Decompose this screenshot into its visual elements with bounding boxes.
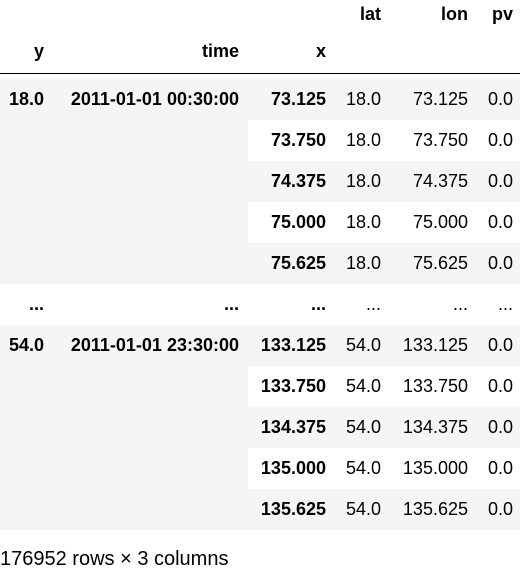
lon-cell: 133.750	[402, 376, 468, 396]
pv-cell: 0.0	[487, 499, 513, 519]
table-row: 135.625 54.0 135.625 0.0	[0, 489, 520, 530]
pv-cell: 0.0	[487, 458, 513, 478]
index-x-cell: 75.625	[270, 253, 326, 273]
lon-cell: 133.125	[402, 335, 468, 355]
table-row: 135.000 54.0 135.000 0.0	[0, 448, 520, 489]
table-row: 74.375 18.0 74.375 0.0	[0, 161, 520, 202]
ellipsis-cell: ...	[452, 294, 468, 314]
lon-cell: 73.750	[412, 130, 468, 150]
lat-cell: 54.0	[345, 335, 381, 355]
lon-cell: 134.375	[402, 417, 468, 437]
lat-cell: 18.0	[345, 253, 381, 273]
table-row: 75.625 18.0 75.625 0.0	[0, 243, 520, 284]
index-time-cell: 2011-01-01 00:30:00	[70, 89, 239, 109]
pv-cell: 0.0	[487, 376, 513, 396]
lat-cell: 54.0	[345, 417, 381, 437]
pv-cell: 0.0	[487, 335, 513, 355]
index-header-x: x	[315, 40, 326, 61]
table-row: 18.0 2011-01-01 00:30:00 73.125 18.0 73.…	[0, 79, 520, 120]
ellipsis-row: ... ... ... ... ... ...	[0, 284, 520, 325]
lon-cell: 75.000	[412, 212, 468, 232]
table-row: 73.750 18.0 73.750 0.0	[0, 120, 520, 161]
pv-cell: 0.0	[487, 171, 513, 191]
table-row: 133.750 54.0 133.750 0.0	[0, 366, 520, 407]
column-header-row: lat lon pv	[0, 0, 520, 28]
lat-cell: 54.0	[345, 499, 381, 519]
lon-cell: 73.125	[412, 89, 468, 109]
pv-cell: 0.0	[487, 253, 513, 273]
index-x-cell: 134.375	[260, 417, 326, 437]
index-x-cell: 135.625	[260, 499, 326, 519]
table-row: 134.375 54.0 134.375 0.0	[0, 407, 520, 448]
dataframe-table: lat lon pv y time x 18.0 2011-01-01 00:3…	[0, 0, 520, 530]
pv-cell: 0.0	[487, 130, 513, 150]
index-x-cell: 75.000	[270, 212, 326, 232]
index-x-cell: 73.125	[270, 89, 326, 109]
dataframe-shape-caption: 176952 rows × 3 columns	[0, 548, 229, 570]
index-x-cell: 73.750	[270, 130, 326, 150]
pv-cell: 0.0	[487, 89, 513, 109]
lat-cell: 18.0	[345, 130, 381, 150]
ellipsis-cell: ...	[223, 294, 239, 314]
pv-cell: 0.0	[487, 417, 513, 437]
table-row: 75.000 18.0 75.000 0.0	[0, 202, 520, 243]
index-header-y: y	[33, 40, 44, 61]
index-x-cell: 133.750	[260, 376, 326, 396]
index-x-cell: 74.375	[270, 171, 326, 191]
index-y-cell: 54.0	[8, 335, 44, 355]
ellipsis-cell: ...	[310, 294, 326, 314]
index-y-cell: 18.0	[8, 89, 44, 109]
column-header-lon: lon	[441, 3, 468, 24]
lon-cell: 75.625	[412, 253, 468, 273]
lat-cell: 18.0	[345, 212, 381, 232]
lat-cell: 18.0	[345, 89, 381, 109]
ellipsis-cell: ...	[497, 294, 513, 314]
ellipsis-cell: ...	[365, 294, 381, 314]
index-x-cell: 133.125	[260, 335, 326, 355]
lon-cell: 135.625	[402, 499, 468, 519]
lat-cell: 54.0	[345, 458, 381, 478]
table-row: 54.0 2011-01-01 23:30:00 133.125 54.0 13…	[0, 325, 520, 366]
pv-cell: 0.0	[487, 212, 513, 232]
column-header-lat: lat	[359, 3, 381, 24]
header-divider	[0, 73, 520, 74]
ellipsis-cell: ...	[28, 294, 44, 314]
lon-cell: 74.375	[412, 171, 468, 191]
index-header-time: time	[201, 40, 239, 61]
index-time-cell: 2011-01-01 23:30:00	[70, 335, 239, 355]
lat-cell: 54.0	[345, 376, 381, 396]
lon-cell: 135.000	[402, 458, 468, 478]
column-header-pv: pv	[491, 3, 513, 24]
index-header-row: y time x	[0, 28, 520, 74]
lat-cell: 18.0	[345, 171, 381, 191]
index-x-cell: 135.000	[260, 458, 326, 478]
